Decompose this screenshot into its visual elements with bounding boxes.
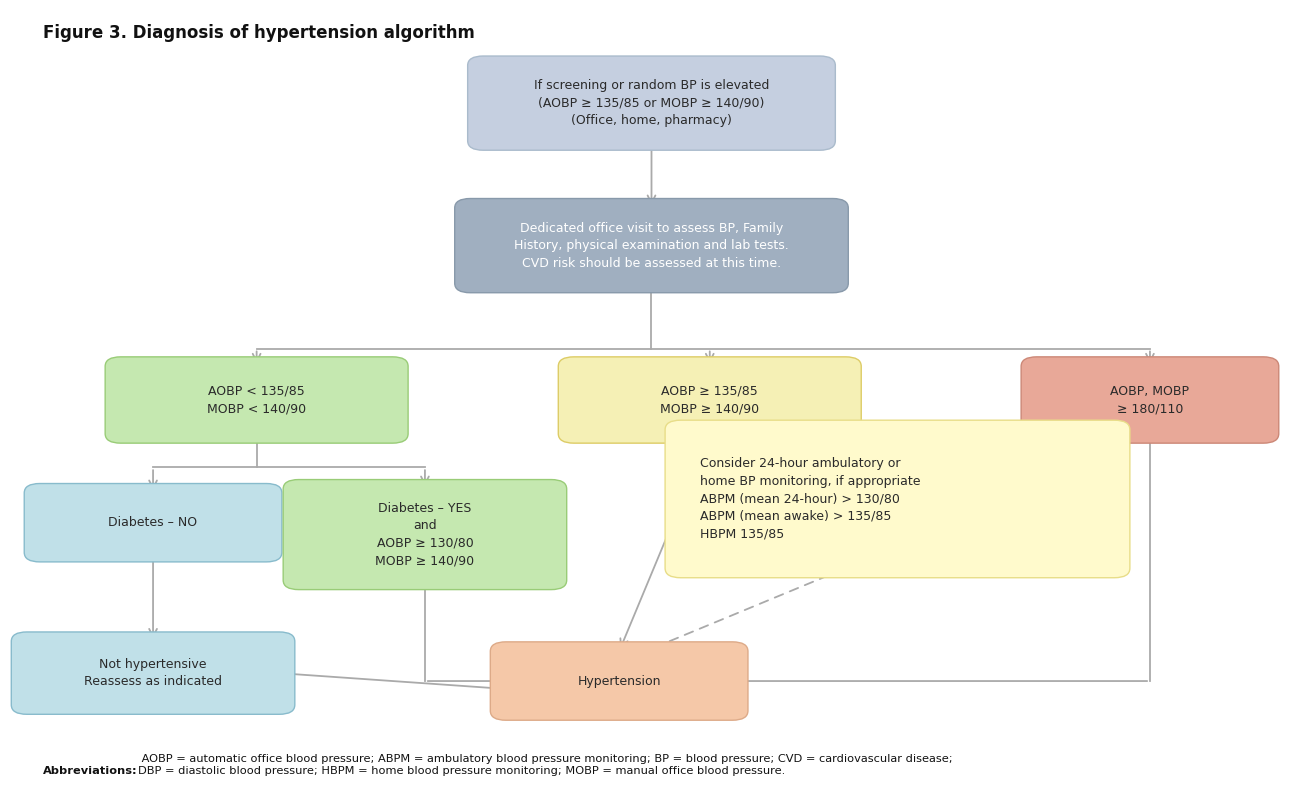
FancyBboxPatch shape: [558, 357, 861, 443]
FancyBboxPatch shape: [106, 357, 408, 443]
FancyBboxPatch shape: [12, 632, 294, 714]
Text: Dedicated office visit to assess BP, Family
History, physical examination and la: Dedicated office visit to assess BP, Fam…: [515, 222, 788, 270]
Text: AOBP < 135/85
MOBP < 140/90: AOBP < 135/85 MOBP < 140/90: [207, 385, 306, 415]
Text: Not hypertensive
Reassess as indicated: Not hypertensive Reassess as indicated: [85, 658, 222, 688]
FancyBboxPatch shape: [283, 479, 567, 590]
FancyBboxPatch shape: [468, 56, 835, 150]
FancyBboxPatch shape: [490, 642, 748, 720]
FancyBboxPatch shape: [1022, 357, 1278, 443]
Text: AOBP = automatic office blood pressure; ABPM = ambulatory blood pressure monitor: AOBP = automatic office blood pressure; …: [138, 754, 952, 776]
Text: Figure 3. Diagnosis of hypertension algorithm: Figure 3. Diagnosis of hypertension algo…: [43, 24, 474, 42]
FancyBboxPatch shape: [665, 420, 1130, 578]
Text: Diabetes – NO: Diabetes – NO: [108, 516, 198, 530]
Text: Diabetes – YES
and
AOBP ≥ 130/80
MOBP ≥ 140/90: Diabetes – YES and AOBP ≥ 130/80 MOBP ≥ …: [375, 502, 474, 567]
FancyBboxPatch shape: [455, 198, 848, 293]
Text: AOBP, MOBP
≥ 180/110: AOBP, MOBP ≥ 180/110: [1110, 385, 1190, 415]
Text: Hypertension: Hypertension: [577, 674, 661, 687]
FancyBboxPatch shape: [25, 483, 281, 562]
Text: If screening or random BP is elevated
(AOBP ≥ 135/85 or MOBP ≥ 140/90)
(Office, : If screening or random BP is elevated (A…: [534, 79, 769, 127]
Text: AOBP ≥ 135/85
MOBP ≥ 140/90: AOBP ≥ 135/85 MOBP ≥ 140/90: [661, 385, 760, 415]
Text: Consider 24-hour ambulatory or
home BP monitoring, if appropriate
ABPM (mean 24-: Consider 24-hour ambulatory or home BP m…: [700, 458, 920, 541]
Text: Abbreviations:: Abbreviations:: [43, 766, 138, 776]
